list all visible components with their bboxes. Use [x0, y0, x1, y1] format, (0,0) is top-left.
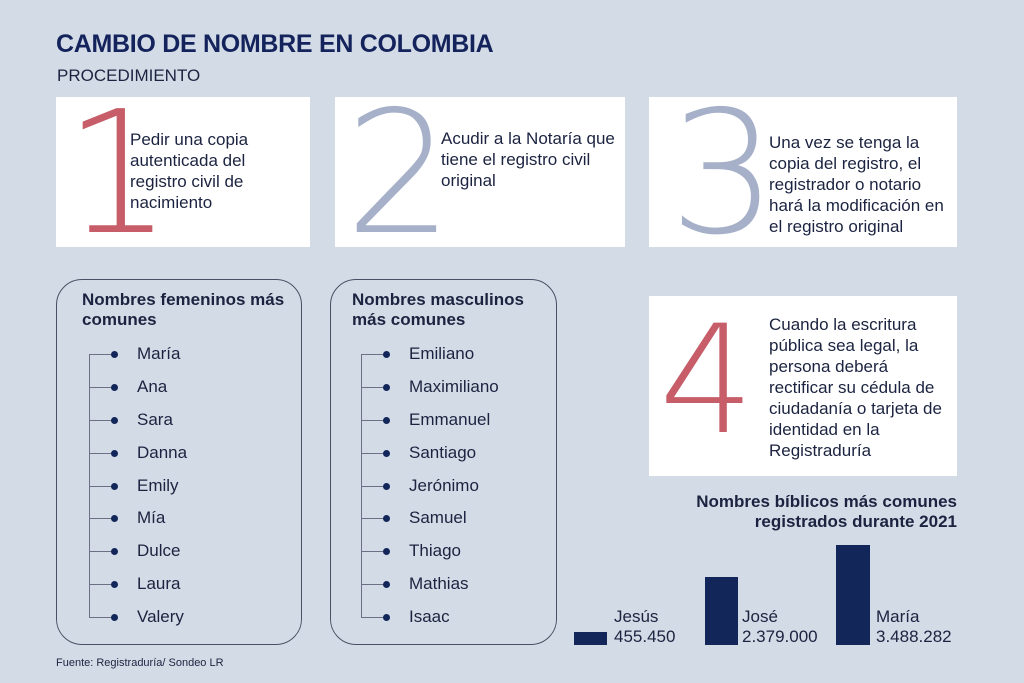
tree-branch [89, 551, 113, 553]
source-note: Fuente: Registraduría/ Sondeo LR [56, 657, 224, 669]
chart-title: Nombres bíblicos más comunes registrados… [696, 492, 957, 531]
female-names-box: Nombres femeninos más comunes María Ana Sa… [56, 279, 302, 645]
bullet-dot-icon [383, 548, 390, 556]
bullet-dot-icon [111, 581, 118, 589]
bullet-dot-icon [111, 449, 118, 457]
bullet-dot-icon [111, 482, 118, 490]
bullet-dot-icon [383, 515, 390, 523]
page-title: CAMBIO DE NOMBRE EN COLOMBIA [56, 30, 494, 58]
tree-branch [89, 386, 113, 388]
name-label: Ana [137, 376, 168, 396]
tree-branch [89, 452, 113, 454]
name-label: María [137, 344, 181, 363]
step-card-1: 1 Pedir una copia autenticada del regist… [56, 89, 310, 259]
tree-branch [361, 584, 385, 586]
name-label: Maximiliano [409, 376, 499, 396]
bullet-dot-icon [383, 614, 390, 622]
step-text: Acudir a la Notaría que tiene el registr… [441, 129, 615, 190]
bullet-dot-icon [111, 383, 118, 391]
bullet-dot-icon [383, 383, 390, 391]
name-label: Samuel [409, 508, 467, 528]
name-label: Emiliano [409, 344, 475, 363]
bullet-dot-icon [111, 416, 118, 424]
bar-value-label: 2.379.000 [742, 627, 818, 646]
tree-branch [89, 617, 113, 619]
tree-branch [89, 485, 113, 487]
step-card-2: 2 Acudir a la Notaría que tiene el regis… [335, 89, 625, 259]
tree-branch [89, 419, 113, 421]
step-text: Cuando la escritura pública sea legal, l… [769, 315, 942, 460]
step-card-3: 3 Una vez se tenga la copia del registro… [649, 89, 957, 259]
step-number: 3 [669, 75, 778, 273]
bar-0 [574, 632, 607, 645]
bullet-dot-icon [383, 482, 390, 490]
step-text: Pedir una copia autenticada del registro… [130, 130, 249, 212]
bullet-dot-icon [111, 351, 118, 358]
step-text: Una vez se tenga la copia del registro, … [769, 133, 944, 236]
name-label: Mía [137, 508, 166, 528]
name-label: Danna [137, 442, 188, 462]
tree-branch [89, 354, 113, 355]
male-names-title: Nombres masculinos más comunes [352, 290, 524, 329]
tree-line [361, 354, 362, 617]
tree-branch [89, 584, 113, 586]
tree-branch [361, 386, 385, 388]
tree-branch [361, 419, 385, 421]
tree-branch [361, 452, 385, 454]
bullet-dot-icon [383, 449, 390, 457]
name-label: Jerónimo [409, 475, 479, 495]
female-names-title: Nombres femeninos más comunes [82, 290, 285, 329]
bullet-dot-icon [111, 614, 118, 622]
bar-category-label: María [876, 607, 920, 626]
name-label: Valery [137, 607, 184, 627]
name-label: Thiago [409, 541, 461, 561]
bar-category-label: José [742, 607, 778, 626]
step-number: 1 [64, 75, 173, 273]
step-number: 2 [345, 75, 454, 273]
male-names-box: Nombres masculinos más comunes Emiliano M… [330, 279, 557, 645]
tree-branch [89, 518, 113, 520]
step-card-4: 4 Cuando la escritura pública sea legal,… [649, 296, 957, 476]
bar-value-label: 455.450 [614, 627, 676, 646]
bullet-dot-icon [111, 515, 118, 523]
tree-branch [361, 617, 385, 619]
name-label: Santiago [409, 442, 477, 462]
name-label: Laura [137, 574, 181, 594]
name-label: Dulce [137, 541, 181, 561]
bullet-dot-icon [111, 548, 118, 556]
tree-line [89, 354, 90, 617]
step-number: 4 [659, 294, 755, 468]
bar-2 [836, 545, 870, 645]
page-subtitle: PROCEDIMIENTO [57, 66, 201, 85]
bullet-dot-icon [383, 351, 390, 358]
bar-category-label: Jesús [614, 607, 659, 626]
name-label: Isaac [409, 607, 450, 627]
tree-branch [361, 518, 385, 520]
tree-branch [361, 485, 385, 487]
bar-1 [705, 577, 738, 645]
bullet-dot-icon [383, 416, 390, 424]
name-label: Mathias [409, 574, 469, 594]
bar-value-label: 3.488.282 [876, 627, 952, 646]
tree-branch [361, 354, 385, 355]
name-label: Sara [137, 409, 173, 429]
bullet-dot-icon [383, 581, 390, 589]
tree-branch [361, 551, 385, 553]
name-label: Emmanuel [409, 409, 491, 429]
name-label: Emily [137, 475, 179, 495]
